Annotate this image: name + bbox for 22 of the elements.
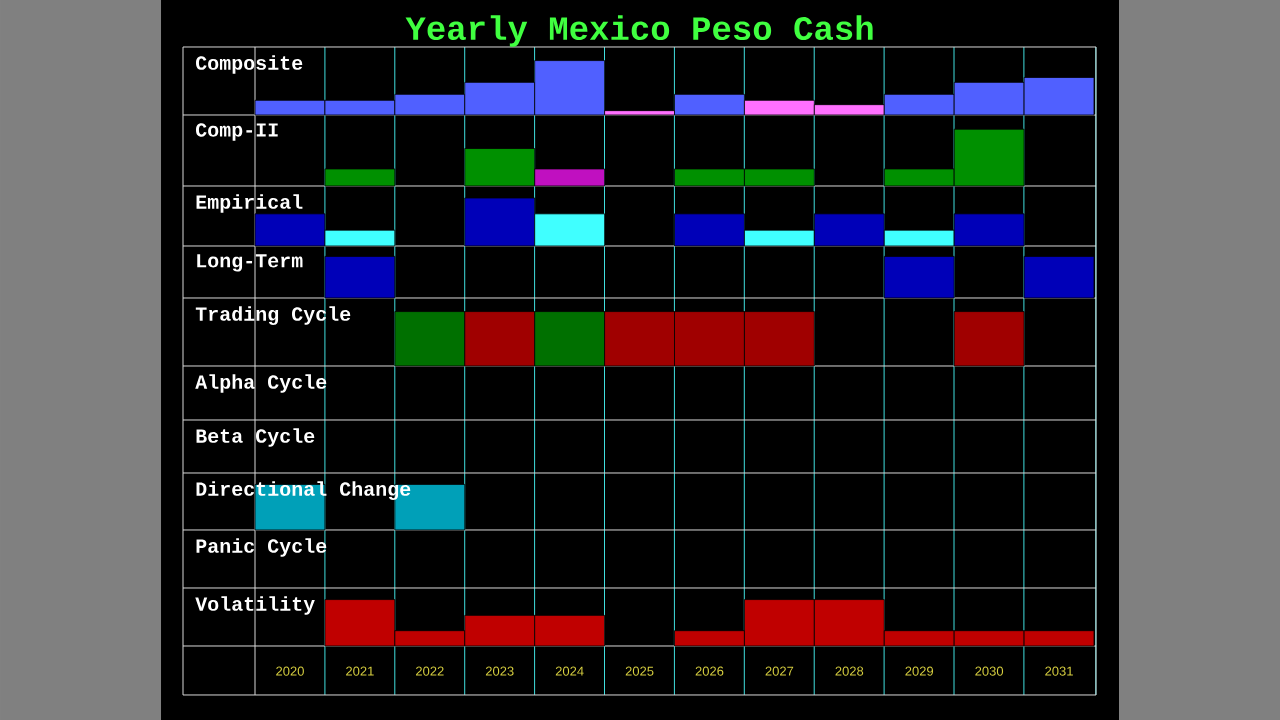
y-axis-title: Composite bbox=[196, 55, 303, 74]
text: Panic Cycle bbox=[196, 538, 327, 557]
x-tick-label: 2022 bbox=[416, 666, 444, 676]
x-tick-label: 2029 bbox=[905, 666, 934, 676]
x-tick-label: 2021 bbox=[346, 666, 374, 676]
text: Beta Cycle bbox=[196, 428, 315, 447]
chart-title: Yearly Mexico Peso Cash bbox=[405, 15, 873, 47]
x-tick-label: 2025 bbox=[625, 666, 654, 676]
x-tick-label: 2023 bbox=[485, 666, 514, 676]
x-tick-label: 2030 bbox=[975, 666, 1004, 676]
x-tick-label: 2031 bbox=[1045, 666, 1073, 676]
y-axis-title: Long-Term bbox=[197, 254, 303, 272]
y-axis-title: Comp-II bbox=[196, 123, 278, 141]
x-tick-label: 2027 bbox=[765, 666, 794, 676]
y-axis-title: Empirical bbox=[196, 194, 303, 213]
x-tick-label: 2024 bbox=[555, 666, 584, 676]
y-axis-title: Trading Cycle bbox=[195, 306, 351, 325]
x-tick-label: 2026 bbox=[695, 666, 724, 676]
x-tick-label: 2028 bbox=[835, 666, 864, 676]
x-tick-label: 2020 bbox=[276, 666, 304, 676]
text: Alpha Cycle bbox=[195, 374, 327, 393]
y-axis-title: Volatility bbox=[195, 596, 315, 615]
